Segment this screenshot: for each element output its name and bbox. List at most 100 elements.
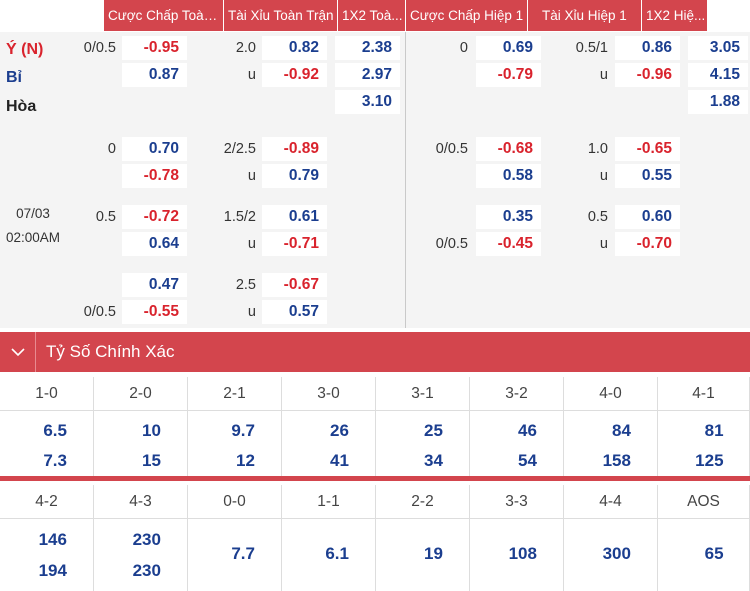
h1-1x2-home-odds[interactable]: 3.05: [688, 36, 748, 60]
tab-h1-handicap[interactable]: Cược Chấp Hiệp 1: [406, 0, 528, 31]
ft-hcp-line: 0.5: [95, 209, 116, 225]
score-odds-away[interactable]: 158: [602, 451, 631, 470]
ft-hcp-away-odds[interactable]: 0.64: [122, 232, 187, 256]
score-odds-home[interactable]: 84: [612, 421, 631, 440]
odds-grid: Ý (N) Bỉ Hòa 07/03 02:00AM 0/0.5 -0.95 0…: [0, 32, 750, 328]
h1-hcp-away-odds[interactable]: 0.58: [476, 164, 541, 188]
score-odds-home[interactable]: 25: [424, 421, 443, 440]
score-column: 1-1 6.1: [282, 485, 376, 591]
score-odds-away[interactable]: 12: [236, 451, 255, 470]
ft-hcp-home-odds[interactable]: 0.47: [122, 273, 187, 297]
score-odds[interactable]: 19: [424, 544, 443, 563]
ft-ou-under-odds[interactable]: 0.57: [262, 300, 327, 324]
score-odds-away[interactable]: 34: [424, 451, 443, 470]
ft-hcp-away-odds[interactable]: 0.87: [122, 63, 187, 87]
score-odds-home[interactable]: 146: [38, 530, 67, 549]
h1-ou-under-odds[interactable]: 0.55: [615, 164, 680, 188]
h1-ou-over-odds[interactable]: 0.86: [615, 36, 680, 60]
ft-1x2-draw-odds[interactable]: 3.10: [335, 90, 400, 114]
score-odds-home[interactable]: 230: [132, 530, 161, 549]
h1-hcp-away-odds[interactable]: -0.45: [476, 232, 541, 256]
score-label: 2-2: [376, 485, 469, 519]
ft-1x2-home-odds[interactable]: 2.38: [335, 36, 400, 60]
score-column: 4-2 146 194: [0, 485, 94, 591]
tab-h1-1x2[interactable]: 1X2 Hiệ...: [642, 0, 708, 31]
h1-ou-under-odds[interactable]: -0.70: [615, 232, 680, 256]
score-odds-home[interactable]: 46: [518, 421, 537, 440]
ft-hcp-home-odds[interactable]: -0.95: [122, 36, 187, 60]
score-odds[interactable]: 300: [602, 544, 631, 563]
tab-ft-over-under[interactable]: Tài Xỉu Toàn Trận: [224, 0, 338, 31]
score-odds-away[interactable]: 7.3: [43, 451, 67, 470]
tab-ft-handicap[interactable]: Cược Chấp Toàn ...: [104, 0, 224, 31]
exact-score-header[interactable]: Tỷ Số Chính Xác: [0, 332, 750, 372]
ft-hcp-home-odds[interactable]: -0.72: [122, 205, 187, 229]
ft-ou-under-odds[interactable]: -0.92: [262, 63, 327, 87]
h1-ou-under-label: u: [599, 67, 608, 83]
ft-hcp-home-odds[interactable]: 0.70: [122, 137, 187, 161]
h1-ou-over-odds[interactable]: -0.65: [615, 137, 680, 161]
ft-hcp-line: 0/0.5: [83, 304, 116, 320]
tab-ft-1x2[interactable]: 1X2 Toà...: [338, 0, 406, 31]
score-label: 4-0: [564, 377, 657, 411]
score-odds-home[interactable]: 6.5: [43, 421, 67, 440]
score-label: 3-3: [470, 485, 563, 519]
score-odds-home[interactable]: 10: [142, 421, 161, 440]
h1-hcp-away-odds[interactable]: -0.79: [476, 63, 541, 87]
score-odds[interactable]: 108: [508, 544, 537, 563]
score-odds-away[interactable]: 194: [38, 561, 67, 580]
score-label: AOS: [658, 485, 749, 519]
odds-header: Cược Chấp Toàn ... Tài Xỉu Toàn Trận 1X2…: [0, 0, 750, 32]
score-label: 2-1: [188, 377, 281, 411]
ft-hcp-away-odds[interactable]: -0.55: [122, 300, 187, 324]
h1-ou-line: 1.0: [587, 141, 608, 157]
score-odds-away[interactable]: 125: [695, 451, 724, 470]
row-divider: [0, 476, 750, 481]
score-column: 3-2 46 54: [470, 377, 564, 479]
ft-ou-over-odds[interactable]: 0.82: [262, 36, 327, 60]
ft-hcp-away-odds[interactable]: -0.78: [122, 164, 187, 188]
score-label: 3-1: [376, 377, 469, 411]
score-odds[interactable]: 7.7: [231, 544, 255, 563]
score-odds[interactable]: 6.1: [325, 544, 349, 563]
score-odds-away[interactable]: 41: [330, 451, 349, 470]
score-column: 2-1 9.7 12: [188, 377, 282, 479]
h1-ou-under-odds[interactable]: -0.96: [615, 63, 680, 87]
h1-1x2-draw-odds[interactable]: 1.88: [688, 90, 748, 114]
ft-ou-over-odds[interactable]: -0.89: [262, 137, 327, 161]
score-odds-away[interactable]: 15: [142, 451, 161, 470]
score-odds-home[interactable]: 26: [330, 421, 349, 440]
ft-ou-over-odds[interactable]: 0.61: [262, 205, 327, 229]
score-column: 4-4 300: [564, 485, 658, 591]
chevron-down-icon[interactable]: [0, 332, 36, 372]
score-odds-away[interactable]: 230: [132, 561, 161, 580]
ft-hcp-line: 0: [107, 141, 116, 157]
h1-hcp-line: 0/0.5: [435, 141, 468, 157]
h1-1x2-away-odds[interactable]: 4.15: [688, 63, 748, 87]
ft-ou-over-odds[interactable]: -0.67: [262, 273, 327, 297]
match-date: 07/03: [16, 206, 50, 221]
ft-ou-under-label: u: [247, 67, 256, 83]
score-label: 4-3: [94, 485, 187, 519]
score-odds-away[interactable]: 54: [518, 451, 537, 470]
score-odds-home[interactable]: 81: [704, 421, 724, 440]
score-odds[interactable]: 65: [704, 544, 724, 563]
ft-ou-line: 2.5: [235, 277, 256, 293]
ft-ou-under-odds[interactable]: -0.71: [262, 232, 327, 256]
score-odds-home[interactable]: 9.7: [231, 421, 255, 440]
score-column: 4-3 230 230: [94, 485, 188, 591]
score-column: 3-3 108: [470, 485, 564, 591]
h1-hcp-home-odds[interactable]: 0.35: [476, 205, 541, 229]
ft-1x2-away-odds[interactable]: 2.97: [335, 63, 400, 87]
score-column: 0-0 7.7: [188, 485, 282, 591]
h1-hcp-home-odds[interactable]: 0.69: [476, 36, 541, 60]
tab-h1-over-under[interactable]: Tài Xỉu Hiệp 1: [528, 0, 642, 31]
h1-ou-line: 0.5/1: [575, 40, 608, 56]
ft-ou-under-label: u: [247, 304, 256, 320]
score-column: 2-0 10 15: [94, 377, 188, 479]
h1-hcp-home-odds[interactable]: -0.68: [476, 137, 541, 161]
ft-ou-under-odds[interactable]: 0.79: [262, 164, 327, 188]
h1-hcp-line: 0/0.5: [435, 236, 468, 252]
h1-ou-over-odds[interactable]: 0.60: [615, 205, 680, 229]
score-label: 0-0: [188, 485, 281, 519]
